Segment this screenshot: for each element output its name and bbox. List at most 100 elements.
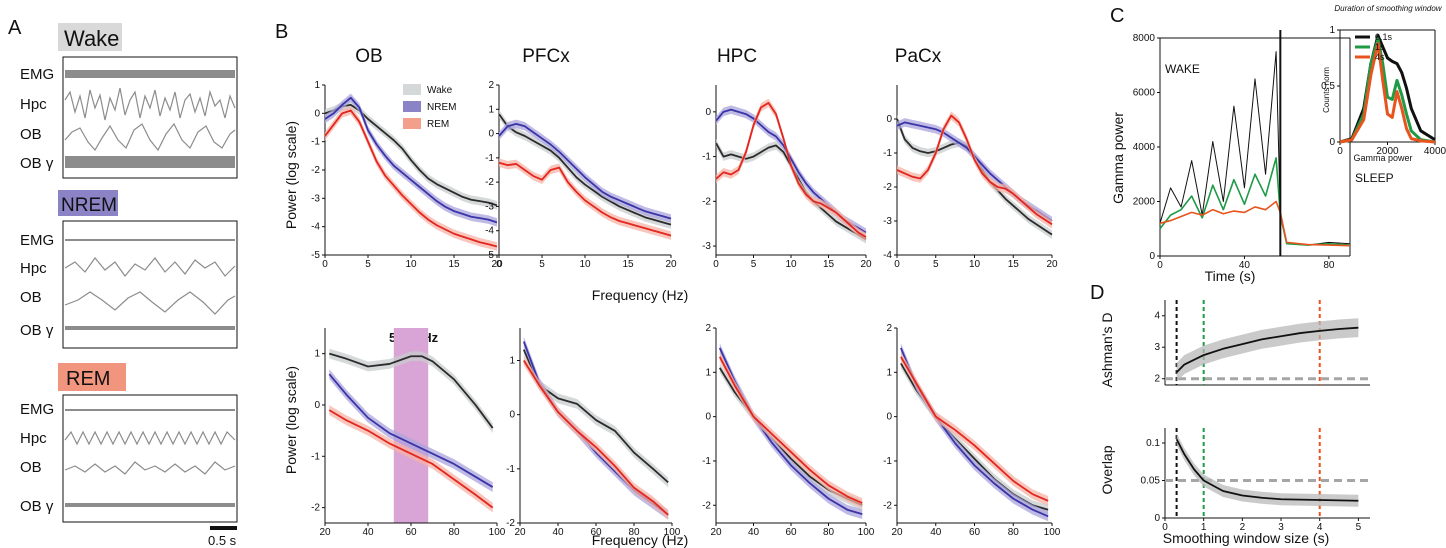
x-tick-label: 5 bbox=[933, 259, 939, 270]
y-tick-label: -2 bbox=[883, 500, 892, 511]
y-tick-label: 2 bbox=[705, 323, 711, 334]
x-tick-label: 60 bbox=[969, 527, 981, 538]
y-tick-label: 6000 bbox=[1133, 88, 1156, 99]
x-tick-label: 20 bbox=[860, 259, 872, 270]
row-label-hpc: Hpc bbox=[20, 96, 47, 113]
row-label-ob-gamma: OB γ bbox=[20, 155, 54, 172]
x-tick-label: 3 bbox=[1278, 522, 1284, 533]
y-tick-label: -4 bbox=[883, 250, 892, 261]
trace-box-rem bbox=[62, 394, 238, 523]
x-tick-label: 40 bbox=[930, 527, 942, 538]
series-line-4s bbox=[1159, 200, 1351, 247]
y-tick-label: 0 bbox=[1149, 251, 1155, 262]
series-band-Wake bbox=[523, 344, 669, 488]
scale-bar-label: 0.5 s bbox=[208, 533, 237, 548]
y-tick-label: 0 bbox=[314, 108, 320, 119]
y-tick-label: 0.1 bbox=[1146, 438, 1160, 449]
state-label-rem: REM bbox=[66, 368, 110, 390]
series-band-Wake bbox=[325, 100, 497, 210]
series-line-REM bbox=[523, 360, 669, 516]
y-tick-label: -2 bbox=[485, 177, 494, 188]
y-tick-label: -1 bbox=[506, 464, 515, 475]
y-tick-label: 1 bbox=[1329, 25, 1335, 36]
y-tick-label: -1 bbox=[702, 456, 711, 467]
nrem-obgamma-trace bbox=[65, 326, 235, 330]
y-tick-label: -1 bbox=[311, 137, 320, 148]
legend-swatch-rem bbox=[403, 118, 421, 129]
x-tick-label: 0 bbox=[496, 259, 502, 270]
col-title-hpc: HPC bbox=[717, 46, 757, 67]
x-tick-label: 20 bbox=[1046, 259, 1058, 270]
row-label-ob-gamma: OB γ bbox=[20, 322, 54, 339]
x-tick-label: 4000 bbox=[1424, 146, 1446, 157]
series-line-REM bbox=[896, 114, 1053, 226]
x-tick-label: 100 bbox=[1044, 527, 1061, 538]
x-tick-label: 80 bbox=[823, 527, 835, 538]
annotation-sleep: SLEEP bbox=[1355, 171, 1394, 185]
x-tick-label: 80 bbox=[628, 527, 640, 538]
series-band-NREM bbox=[499, 119, 671, 223]
x-tick-label: 80 bbox=[1323, 260, 1335, 271]
legend-label-wake: Wake bbox=[427, 85, 453, 96]
inset-legend-label-2: 4s bbox=[1375, 52, 1385, 62]
inset-xlabel: Gamma power bbox=[1353, 153, 1412, 163]
y-tick-label: 0.5 bbox=[1321, 81, 1335, 92]
x-tick-label: 40 bbox=[1239, 260, 1251, 271]
x-tick-label: 0 bbox=[713, 259, 719, 270]
x-tick-label: 0 bbox=[1162, 522, 1168, 533]
y-tick-label: 1 bbox=[314, 80, 320, 91]
series-band-REM bbox=[523, 355, 669, 520]
x-tick-label: 20 bbox=[665, 259, 677, 270]
ylabel-overlap: Overlap bbox=[1099, 445, 1115, 494]
nrem-hpc-trace bbox=[64, 257, 236, 277]
x-tick-label: 20 bbox=[491, 259, 503, 270]
y-tick-label: 2000 bbox=[1133, 197, 1156, 208]
y-tick-label: 3 bbox=[1154, 342, 1160, 353]
x-tick-label: 0 bbox=[1337, 146, 1343, 157]
ylabel-ashman: Ashman's D bbox=[1099, 312, 1115, 387]
panel-d-letter: D bbox=[1090, 282, 1104, 304]
state-label-wake: Wake bbox=[64, 26, 119, 51]
y-tick-label: -3 bbox=[883, 216, 892, 227]
y-tick-label: 4 bbox=[1154, 311, 1160, 322]
x-tick-label: 15 bbox=[1008, 259, 1020, 270]
y-tick-label: 0 bbox=[886, 114, 892, 125]
rem-traces bbox=[64, 409, 236, 507]
ylabel-top: Power (log scale) bbox=[283, 121, 299, 229]
x-tick-label: 100 bbox=[664, 527, 681, 538]
x-tick-label: 80 bbox=[1008, 527, 1020, 538]
state-badge-rem bbox=[58, 363, 126, 391]
series-line-NREM bbox=[522, 341, 669, 516]
series-line-NREM bbox=[328, 373, 494, 488]
ylabel-gamma-power: Gamma power bbox=[1110, 112, 1126, 204]
y-tick-label: 0 bbox=[488, 129, 494, 140]
series-line-REM bbox=[900, 356, 1049, 502]
series-band-Wake bbox=[716, 138, 866, 244]
y-tick-label: -1 bbox=[883, 148, 892, 159]
y-tick-label: -2 bbox=[311, 165, 320, 176]
series-band-ci bbox=[1176, 433, 1359, 507]
row-label-emg: EMG bbox=[20, 66, 54, 83]
y-tick-label: -2 bbox=[702, 196, 711, 207]
x-tick-label: 0 bbox=[894, 259, 900, 270]
x-tick-label: 2000 bbox=[1376, 146, 1399, 157]
y-tick-label: 8000 bbox=[1133, 33, 1156, 44]
xlabel-top: Frequency (Hz) bbox=[592, 287, 688, 303]
y-tick-label: -3 bbox=[311, 193, 320, 204]
row-label-ob-gamma: OB γ bbox=[20, 498, 54, 515]
y-tick-label: 0 bbox=[886, 412, 892, 423]
x-tick-label: 1 bbox=[1201, 522, 1207, 533]
panel-b-letter: B bbox=[275, 21, 288, 43]
x-tick-label: 60 bbox=[405, 527, 417, 538]
x-tick-label: 10 bbox=[579, 259, 591, 270]
y-tick-label: -5 bbox=[311, 250, 320, 261]
x-tick-label: 20 bbox=[710, 527, 722, 538]
y-tick-label: -1 bbox=[311, 451, 320, 462]
x-tick-label: 10 bbox=[969, 259, 981, 270]
series-line-1s bbox=[1159, 157, 1351, 246]
series-band-Wake bbox=[897, 114, 1052, 239]
x-tick-label: 5 bbox=[751, 259, 757, 270]
col-title-pfcx: PFCx bbox=[522, 46, 570, 67]
